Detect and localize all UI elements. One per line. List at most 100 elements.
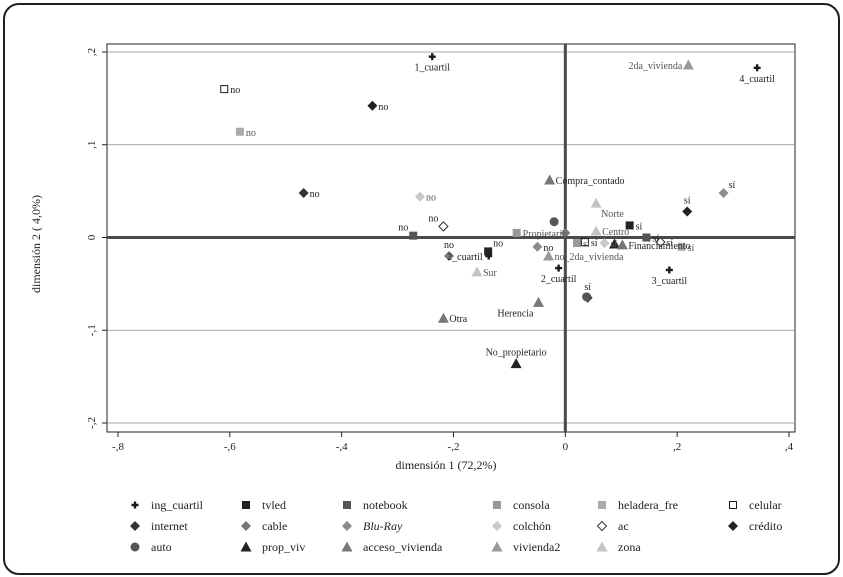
point-label-cr-dito-1: sí — [684, 196, 691, 207]
legend-item-ac: ac — [596, 519, 629, 533]
point-label-acceso-vivienda-3: Financiamiento — [628, 241, 690, 252]
point-acceso-vivienda-0 — [437, 312, 449, 323]
point-heladera-fre-0 — [235, 127, 244, 136]
point-notebook-1 — [642, 233, 651, 242]
point-label-celular-0: no — [230, 85, 240, 96]
point-prop-viv-1 — [609, 238, 621, 249]
point-label-acceso-vivienda-2: Compra_contado — [556, 176, 625, 187]
y-axis-label: dimensión 2 ( 4,0%) — [29, 195, 43, 293]
point-acceso-vivienda-2 — [544, 174, 556, 185]
point-label-celular-1: sí — [591, 238, 598, 249]
point-label-blu-ray-0: no — [543, 243, 553, 254]
point-tvled-0 — [484, 247, 493, 256]
legend-item-celular: celular — [729, 498, 782, 512]
point-ing-cuartil-1 — [485, 252, 493, 260]
point-label-ing-cuartil-4: 3_cuartil — [652, 276, 688, 287]
y-tick-label: ,2 — [86, 48, 98, 56]
legend-item-acceso-vivienda: acceso_vivienda — [341, 540, 443, 554]
point-zona-0 — [590, 197, 602, 208]
point-label-zona-1: Centro — [602, 227, 629, 238]
point-prop-viv-0 — [510, 358, 522, 369]
x-tick-label: 0 — [563, 441, 569, 453]
legend-marker-prop-viv — [240, 541, 252, 552]
point-cable-0 — [444, 251, 455, 262]
point-label-consola-0: Propietario — [523, 229, 567, 240]
legend-item-auto: auto — [130, 540, 172, 554]
legend-label-acceso-vivienda: acceso_vivienda — [363, 540, 443, 554]
point-label-notebook-0: no — [398, 223, 408, 234]
legend-item-prop-viv: prop_viv — [240, 540, 305, 554]
point-label-vivienda2-1: no_2da_vivienda — [555, 252, 624, 263]
point-label-colch-n-1: sí — [610, 239, 617, 250]
legend-marker-ac — [596, 520, 608, 532]
legend-marker-zona — [596, 541, 608, 552]
legend-label-consola: consola — [513, 498, 550, 512]
label-layer: 1_cuartil 2_cuartil 2_cuartil 4_cuartil 3_cu… — [230, 61, 775, 359]
point-ing-cuartil-0 — [428, 53, 436, 61]
point-consola-1 — [573, 239, 582, 248]
point-label-blu-ray-1: sí — [729, 180, 736, 191]
legend-marker-vivienda2 — [491, 541, 503, 552]
legend-label-notebook: notebook — [363, 498, 408, 512]
legend-label-tvled: tvled — [262, 498, 286, 512]
point-label-consola-1: sí — [583, 239, 590, 250]
axis-layer: -,2 -,1 0 ,1 ,2 -,8 -,6 -,4 -,2 0 ,2 ,4 — [86, 44, 795, 453]
point-zona-2 — [471, 266, 483, 277]
legend-marker-cr-dito — [728, 521, 738, 531]
point-zona-1 — [590, 225, 602, 236]
legend-label-vivienda2: vivienda2 — [513, 540, 560, 554]
legend-item-blu-ray: Blu-Ray — [342, 519, 403, 533]
point-cr-dito-0 — [367, 100, 378, 111]
point-tvled-1 — [625, 221, 634, 230]
legend-label-prop-viv: prop_viv — [262, 540, 305, 554]
legend-label-cable: cable — [262, 519, 287, 533]
point-celular-0 — [220, 85, 229, 94]
legend-item-heladera-fre: heladera_fre — [598, 498, 678, 512]
point-ing-cuartil-3 — [753, 64, 761, 72]
legend: ing_cuartil tvled notebook consola heladera_… — [130, 498, 782, 554]
legend-marker-auto — [130, 542, 140, 552]
legend-item-notebook: notebook — [343, 498, 408, 512]
legend-label-ing-cuartil: ing_cuartil — [151, 498, 204, 512]
legend-item-cable: cable — [241, 519, 287, 533]
legend-marker-blu-ray — [342, 521, 352, 531]
point-vivienda2-1 — [543, 250, 555, 261]
point-label-internet-0: no — [310, 189, 320, 200]
point-label-zona-0: Norte — [601, 209, 624, 220]
x-axis-label: dimensión 1 (72,2%) — [396, 458, 497, 472]
point-vivienda2-0 — [682, 59, 694, 70]
point-colch-n-0 — [414, 191, 425, 202]
legend-label-colch-n: colchón — [513, 519, 551, 533]
point-notebook-0 — [409, 231, 418, 240]
point-label-ing-cuartil-1: 2_cuartil — [447, 252, 483, 263]
point-label-ac-1: sí — [666, 238, 673, 249]
y-tick-label: 0 — [86, 234, 98, 240]
point-ing-cuartil-4 — [665, 266, 673, 274]
x-tick-label: ,4 — [785, 441, 794, 453]
legend-item-ing-cuartil: ing_cuartil — [131, 498, 204, 512]
point-label-tvled-0: no — [493, 238, 503, 249]
point-blu-ray-1 — [718, 187, 729, 198]
point-auto-1 — [549, 217, 559, 227]
legend-label-auto: auto — [151, 540, 172, 554]
x-tick-label: -,8 — [112, 441, 124, 453]
legend-label-blu-ray: Blu-Ray — [363, 519, 403, 533]
legend-label-heladera-fre: heladera_fre — [618, 498, 678, 512]
point-label-heladera-fre-0: no — [246, 128, 256, 139]
y-tick-label: -,2 — [86, 417, 98, 429]
chart-frame — [3, 3, 840, 575]
legend-marker-ing-cuartil — [131, 501, 139, 509]
point-label-internet-1: sí — [584, 282, 591, 293]
point-label-prop-viv-0: No_propietario — [486, 348, 547, 359]
legend-marker-heladera-fre — [598, 501, 606, 509]
legend-label-ac: ac — [618, 519, 629, 533]
point-label-ac-0: no — [428, 213, 438, 224]
point-label-notebook-1: sí — [652, 234, 659, 245]
legend-item-vivienda2: vivienda2 — [491, 540, 560, 554]
point-label-vivienda2-0: 2da_vivienda — [628, 61, 682, 72]
y-tick-label: -,1 — [86, 324, 98, 336]
legend-item-internet: internet — [130, 519, 188, 533]
point-label-heladera-fre-1: sí — [688, 243, 695, 254]
point-acceso-vivienda-1 — [532, 296, 544, 307]
